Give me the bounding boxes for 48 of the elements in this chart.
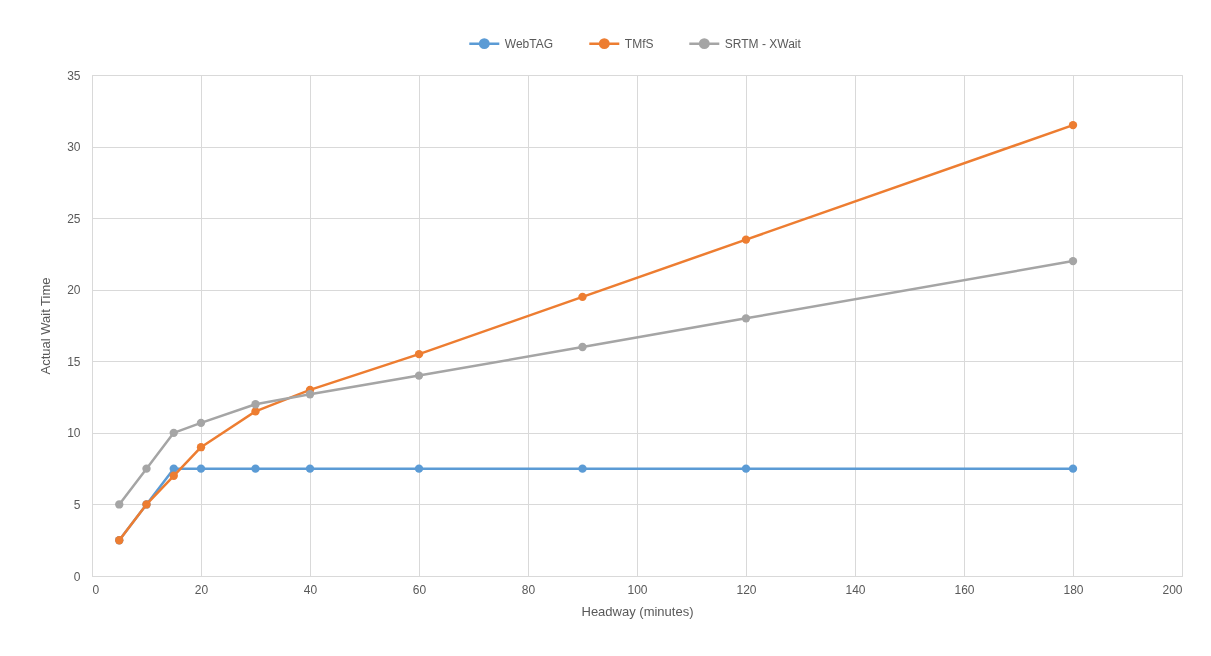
point: [414, 464, 424, 473]
legend-label: WebTAG: [504, 36, 554, 51]
y-axis-title: Actual Wait Time: [38, 277, 54, 375]
point: [741, 235, 751, 244]
point: [578, 292, 587, 302]
point: [305, 464, 315, 473]
x-tick-label: 60: [412, 582, 427, 597]
legend-label: SRTM - XWait: [724, 36, 802, 51]
legend-label: TMfS: [624, 36, 654, 51]
x-tick-label: 100: [627, 582, 648, 597]
y-tick-label: 0: [73, 569, 81, 584]
point: [578, 342, 587, 352]
point: [196, 418, 206, 428]
point: [169, 428, 178, 438]
y-tick-label: 15: [67, 354, 81, 369]
point: [251, 400, 260, 409]
x-tick-label: 20: [194, 582, 209, 597]
point: [196, 443, 206, 452]
y-tick-label: 30: [67, 140, 81, 155]
x-tick-label: 120: [736, 582, 757, 597]
y-tick-label: 5: [73, 497, 81, 512]
point: [251, 407, 260, 416]
x-tick-label: 140: [845, 582, 866, 597]
point: [414, 349, 424, 359]
x-tick-label: 200: [1162, 582, 1183, 597]
x-axis-title: Headway (minutes): [581, 603, 694, 619]
point: [1068, 120, 1078, 130]
x-tick-label: 160: [954, 582, 975, 597]
point: [115, 500, 124, 509]
x-tick-label: 0: [92, 582, 100, 597]
x-tick-label: 80: [521, 582, 536, 597]
point: [741, 314, 751, 323]
y-tick-label: 20: [67, 283, 81, 298]
point: [741, 464, 751, 473]
point: [196, 464, 206, 473]
y-tick-label: 25: [67, 211, 81, 226]
point: [1068, 256, 1078, 266]
x-tick-label: 180: [1063, 582, 1084, 597]
point: [142, 464, 151, 473]
point: [169, 471, 178, 480]
y-tick-label: 35: [67, 68, 81, 83]
y-tick-label: 10: [67, 426, 81, 441]
point: [578, 464, 587, 473]
point: [1068, 464, 1078, 473]
point: [251, 464, 260, 473]
point: [305, 390, 315, 399]
x-tick-label: 40: [303, 582, 318, 597]
point: [414, 371, 424, 380]
